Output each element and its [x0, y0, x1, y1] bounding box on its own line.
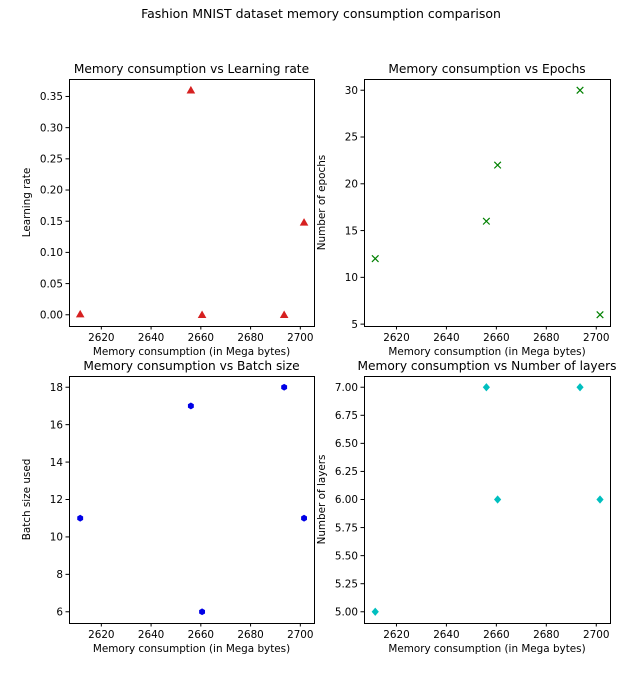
y-axis-label: Learning rate	[21, 168, 33, 238]
subplot-title: Memory consumption vs Number of layers	[357, 359, 616, 373]
data-point	[301, 514, 307, 522]
subplot-2: Memory consumption vs Epochs 2620 2640 2660…	[316, 62, 611, 358]
data-point	[187, 402, 194, 410]
data-point	[494, 495, 502, 504]
data-point	[197, 310, 207, 318]
x-tick-label: 2640	[433, 629, 459, 641]
subplot-3: Memory consumption vs Batch size 2620 2640…	[21, 359, 315, 655]
x-tick-label: 2680	[533, 629, 559, 641]
x-tick-label: 2620	[88, 629, 114, 641]
y-tick-label: 14	[50, 457, 64, 469]
data-point	[371, 254, 379, 263]
x-tick-label: 2620	[383, 629, 409, 641]
x-tick-label: 2680	[533, 332, 559, 344]
subplot-title: Memory consumption vs Learning rate	[74, 62, 309, 76]
x-tick-label: 2640	[138, 332, 164, 344]
plot-frame	[69, 79, 315, 327]
y-tick-label: 0.35	[40, 91, 63, 103]
data-point	[299, 218, 309, 226]
data-point	[371, 607, 379, 616]
x-axis-label: Memory consumption (in Mega bytes)	[388, 346, 585, 358]
x-tick-label: 2680	[237, 332, 263, 344]
x-axis-label: Memory consumption (in Mega bytes)	[388, 643, 585, 655]
y-tick-label: 6.25	[335, 466, 358, 478]
x-tick-label: 2700	[583, 332, 609, 344]
x-axis-label: Memory consumption (in Mega bytes)	[93, 346, 290, 358]
y-axis-label: Batch size used	[21, 459, 33, 541]
y-tick-label: 10	[50, 532, 63, 544]
figure-suptitle: Fashion MNIST dataset memory consumption…	[141, 6, 501, 21]
y-tick-label: 25	[345, 132, 358, 144]
x-tick-label: 2640	[138, 629, 164, 641]
y-axis-label: Number of layers	[316, 455, 328, 545]
plot-frame	[69, 376, 315, 624]
y-tick-label: 0.20	[40, 185, 63, 197]
y-tick-label: 0.05	[40, 278, 63, 290]
y-tick-label: 8	[56, 569, 63, 581]
y-tick-label: 15	[345, 225, 358, 237]
data-point	[279, 310, 289, 318]
y-tick-label: 5.00	[335, 606, 358, 618]
x-tick-label: 2620	[383, 332, 409, 344]
y-tick-label: 5.25	[335, 578, 358, 590]
y-tick-label: 0.30	[40, 122, 63, 134]
x-axis-label: Memory consumption (in Mega bytes)	[93, 643, 290, 655]
y-tick-label: 5.75	[335, 522, 358, 534]
plot-frame	[364, 79, 611, 327]
subplot-title: Memory consumption vs Batch size	[83, 359, 299, 373]
data-point	[576, 86, 584, 94]
x-tick-label: 2680	[237, 629, 263, 641]
y-tick-label: 5.50	[335, 550, 358, 562]
data-point	[596, 311, 604, 319]
y-tick-label: 20	[345, 178, 358, 190]
y-tick-label: 18	[50, 382, 63, 394]
data-point	[186, 85, 196, 94]
y-tick-label: 6.75	[335, 410, 358, 422]
data-point	[75, 309, 85, 318]
plot-frame	[364, 376, 611, 624]
y-tick-label: 5	[351, 319, 358, 331]
y-tick-label: 30	[345, 85, 358, 97]
y-tick-label: 6.50	[335, 438, 358, 450]
y-tick-label: 0.00	[40, 309, 63, 321]
x-tick-label: 2700	[287, 332, 313, 344]
x-tick-label: 2700	[583, 629, 609, 641]
data-point	[482, 217, 491, 225]
x-tick-label: 2700	[287, 629, 313, 641]
x-tick-label: 2660	[483, 332, 509, 344]
y-tick-label: 10	[345, 272, 358, 284]
y-tick-label: 0.25	[40, 154, 63, 166]
y-tick-label: 7.00	[335, 382, 358, 394]
data-point	[576, 383, 584, 392]
x-tick-label: 2660	[188, 332, 214, 344]
x-tick-label: 2660	[188, 629, 214, 641]
y-tick-label: 0.15	[40, 216, 63, 228]
x-tick-label: 2660	[483, 629, 509, 641]
y-tick-label: 16	[50, 419, 63, 431]
data-point	[77, 514, 84, 522]
y-axis-label: Number of epochs	[316, 155, 328, 250]
subplot-title: Memory consumption vs Epochs	[388, 62, 585, 76]
data-point	[199, 608, 206, 616]
data-point	[493, 161, 502, 169]
y-tick-label: 6.00	[335, 494, 358, 506]
subplot-4: Memory consumption vs Number of layers 26…	[316, 359, 617, 655]
data-point	[281, 383, 288, 391]
x-tick-label: 2640	[433, 332, 459, 344]
data-point	[596, 495, 604, 504]
y-tick-label: 6	[56, 606, 63, 618]
data-point	[482, 383, 490, 392]
subplot-1: Memory consumption vs Learning rate 2620 2…	[21, 62, 315, 358]
x-tick-label: 2620	[88, 332, 114, 344]
y-tick-label: 12	[50, 494, 63, 506]
y-tick-label: 0.10	[40, 247, 63, 259]
